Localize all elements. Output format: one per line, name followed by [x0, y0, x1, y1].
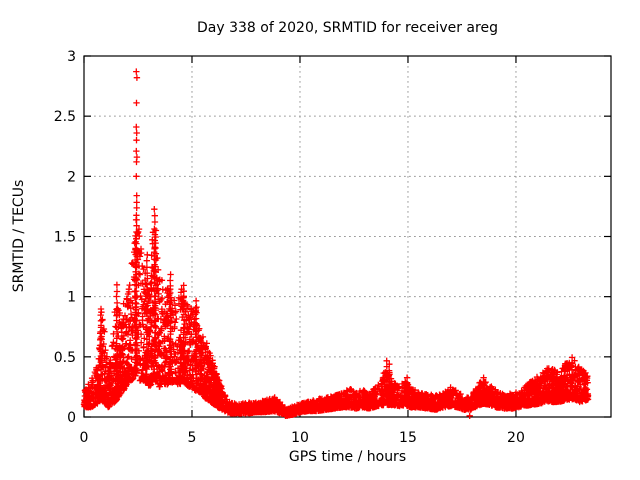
- y-axis-label: SRMTID / TECUs: [11, 179, 27, 293]
- x-tick-label: 0: [80, 430, 89, 446]
- x-tick-label: 20: [507, 430, 525, 446]
- tick-labels: 0 5 10 15 20 0 0.5 1 1.5 2 2.5 3: [54, 49, 525, 446]
- x-tick-label: 10: [291, 430, 309, 446]
- x-tick-label: 5: [188, 430, 197, 446]
- y-tick-label: 1.5: [54, 230, 76, 246]
- y-tick-label: 0.5: [54, 350, 76, 366]
- y-tick-label: 3: [67, 49, 76, 65]
- y-tick-label: 0: [67, 410, 76, 426]
- scatter-points: [80, 68, 592, 419]
- plot-border: [83, 55, 612, 418]
- y-tick-label: 2.5: [54, 109, 76, 125]
- y-tick-label: 1: [67, 290, 76, 306]
- y-tick-label: 2: [67, 169, 76, 185]
- x-axis-label: GPS time / hours: [288, 449, 407, 465]
- x-tick-label: 15: [399, 430, 417, 446]
- chart-title: Day 338 of 2020, SRMTID for receiver are…: [197, 20, 498, 36]
